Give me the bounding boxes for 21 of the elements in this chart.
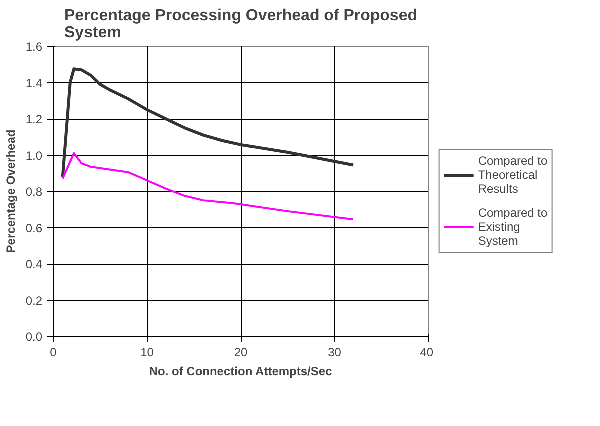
y-tick-label: 0.0: [26, 330, 43, 344]
line-series: [62, 152, 354, 221]
x-tick-label: 30: [328, 346, 342, 360]
x-axis-title: No. of Connection Attempts/Sec: [149, 364, 333, 378]
y-tick-label: 0.6: [26, 221, 43, 236]
y-tick-label: 0.2: [26, 294, 43, 308]
y-axis-title: Percentage Overhead: [4, 130, 18, 254]
legend-label: Compared to Existing System: [478, 206, 548, 248]
y-tick-label: 1.6: [26, 40, 43, 54]
y-tick-label: 1.0: [26, 148, 43, 163]
y-tick-label: 1.4: [26, 76, 43, 90]
chart-title: Percentage Processing Overhead of Proposed System: [64, 8, 418, 42]
legend-label: Compared to Theoretical Results: [478, 154, 548, 196]
x-tick-label: 40: [420, 346, 434, 360]
y-tick-label: 0.8: [26, 185, 43, 199]
y-tick-label: 0.4: [26, 258, 43, 272]
line-series: [61, 68, 355, 178]
x-tick-label: 0: [50, 346, 58, 360]
x-tick-label: 10: [140, 346, 154, 360]
y-tick-label: 1.2: [26, 112, 43, 126]
x-tick-label: 20: [234, 346, 248, 360]
